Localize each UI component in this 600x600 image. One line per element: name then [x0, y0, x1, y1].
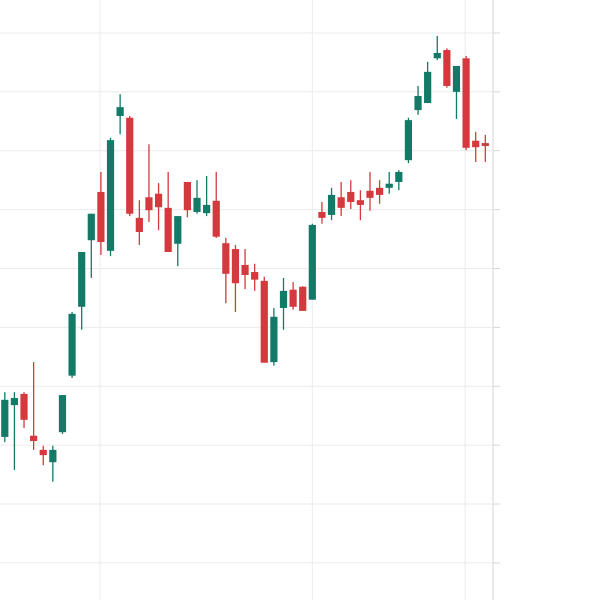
candle-body: [299, 286, 307, 311]
candle-body: [222, 243, 230, 274]
candle-body: [308, 224, 316, 300]
candle-body: [318, 211, 326, 218]
candle-body: [193, 197, 201, 212]
candle-body: [404, 120, 413, 161]
candle-body: [414, 95, 422, 111]
candle-body: [174, 216, 182, 244]
candle-body: [231, 249, 240, 284]
candle-body: [49, 449, 57, 463]
candle-body: [424, 71, 432, 104]
candle-body: [481, 143, 489, 147]
candle-body: [1, 399, 9, 437]
candle-body: [270, 316, 278, 363]
candle-body: [135, 217, 143, 232]
candle-body: [279, 290, 288, 308]
candle-body: [289, 289, 297, 307]
candle-body: [87, 213, 95, 241]
candle-body: [164, 207, 172, 253]
candle-body: [212, 200, 220, 237]
candle-body: [472, 140, 480, 148]
candle-body: [126, 117, 134, 214]
candle-body: [366, 190, 374, 198]
candle-body: [203, 204, 211, 214]
candle-body: [385, 183, 393, 188]
candle-body: [443, 50, 451, 86]
candle-body: [39, 449, 47, 456]
candle-body: [452, 65, 461, 92]
candle-body: [20, 393, 28, 420]
candle-body: [260, 280, 268, 363]
candle-body: [58, 395, 67, 433]
candle-body: [347, 191, 355, 202]
candle-body: [433, 52, 441, 59]
candle-body: [375, 187, 384, 195]
candle-body: [145, 197, 153, 211]
candle-body: [395, 171, 403, 182]
candle-body: [462, 58, 470, 148]
candle-body: [183, 181, 192, 211]
candle-body: [78, 252, 86, 307]
candle-body: [337, 197, 345, 208]
candle-body: [116, 107, 124, 116]
candle-body: [68, 313, 76, 376]
candle-body: [10, 398, 19, 406]
candle-body: [97, 191, 105, 243]
candle-body: [327, 194, 336, 215]
candle-body: [30, 435, 38, 442]
candle-body: [154, 193, 163, 208]
candle-body: [251, 272, 259, 280]
candle-body: [241, 264, 249, 275]
candle-body: [106, 140, 115, 251]
candle-body: [356, 200, 364, 205]
